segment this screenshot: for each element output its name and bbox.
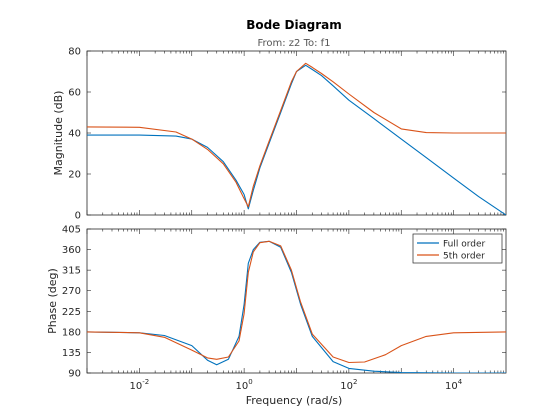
x-tick-label: 100 (236, 378, 253, 392)
magnitude-y-axis-label: Magnitude (dB) (52, 91, 65, 176)
legend: Full order 5th order (412, 233, 503, 264)
x-tick-label: 102 (340, 378, 357, 392)
magnitude-y-tick-label: 40 (68, 129, 81, 140)
phase-y-tick-label: 270 (62, 286, 81, 297)
magnitude-y-tick-label: 0 (75, 211, 81, 222)
phase-y-tick-label: 225 (62, 307, 81, 318)
magnitude-series-full-order (87, 64, 506, 215)
phase-y-tick-label: 135 (62, 348, 81, 359)
phase-series-5th-order (87, 240, 506, 364)
phase-y-axis-label: Phase (deg) (46, 268, 59, 334)
legend-entry-label: Full order (443, 240, 486, 250)
magnitude-y-tick-label: 60 (68, 88, 81, 99)
phase-y-tick-label: 315 (62, 266, 81, 277)
phase-axes: 90 135 180 225 270 315 360 405 Phase (deg) 10-2 10… (46, 225, 507, 392)
phase-y-tick-label: 90 (68, 369, 81, 380)
chart-title: Bode Diagram (246, 18, 342, 32)
legend-box (412, 233, 503, 264)
x-tick-label: 10-2 (130, 378, 150, 392)
x-tick-label: 104 (445, 378, 463, 392)
x-axis-label: Frequency (rad/s) (246, 394, 343, 407)
magnitude-series-5th-order (87, 62, 506, 208)
phase-y-tick-label: 405 (62, 225, 81, 236)
chart-subtitle: From: z2 To: f1 (257, 38, 330, 49)
magnitude-axes: 0 20 40 60 80 Magnitude (dB) (52, 47, 507, 222)
legend-entry-label: 5th order (443, 252, 485, 262)
magnitude-y-tick-label: 20 (68, 170, 81, 181)
phase-y-tick-label: 360 (62, 245, 81, 256)
phase-y-tick-label: 180 (62, 327, 81, 338)
magnitude-y-tick-label: 80 (68, 47, 81, 58)
